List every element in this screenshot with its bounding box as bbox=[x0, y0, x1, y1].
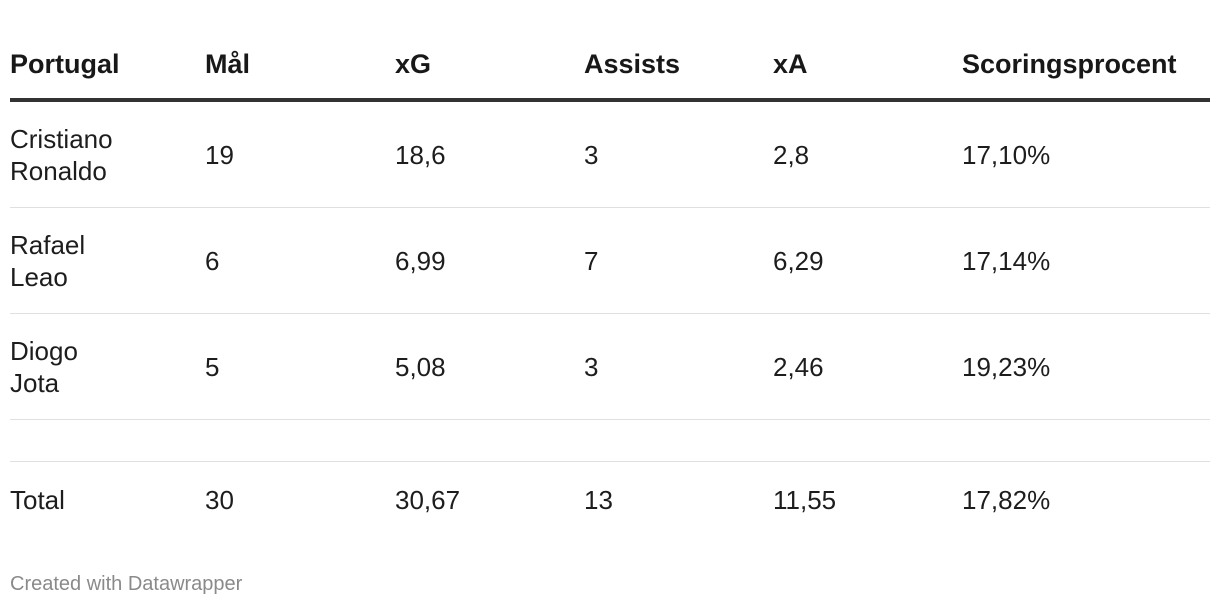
assists-cell: 3 bbox=[584, 351, 599, 382]
player-name-cell: Diogo Jota bbox=[10, 335, 78, 398]
column-header[interactable]: xG bbox=[395, 49, 432, 79]
xg-cell: 6,99 bbox=[395, 245, 446, 276]
column-header[interactable]: Portugal bbox=[10, 49, 120, 79]
total-goals-cell: 30 bbox=[205, 484, 234, 515]
goals-cell: 19 bbox=[205, 139, 234, 170]
total-xa-cell: 11,55 bbox=[773, 484, 837, 515]
player-name-cell: Cristiano Ronaldo bbox=[10, 123, 113, 186]
goals-cell: 5 bbox=[205, 351, 220, 382]
scoring-percent-cell: 19,23% bbox=[962, 351, 1051, 382]
assists-cell: 3 bbox=[584, 139, 599, 170]
xa-cell: 6,29 bbox=[773, 245, 824, 276]
table-row: Rafael Leao 6 6,99 7 6,29 17,14% bbox=[10, 208, 1210, 314]
data-table: Portugal Mål xG Assists xA Scoringsproce… bbox=[10, 0, 1210, 537]
total-label: Total bbox=[10, 484, 65, 515]
column-header[interactable]: Mål bbox=[205, 49, 251, 79]
xg-cell: 18,6 bbox=[395, 139, 446, 170]
table-row: Diogo Jota 5 5,08 3 2,46 19,23% bbox=[10, 314, 1210, 420]
scoring-percent-cell: 17,14% bbox=[962, 245, 1051, 276]
xa-cell: 2,8 bbox=[773, 139, 810, 170]
scoring-percent-cell: 17,10% bbox=[962, 139, 1051, 170]
table-header-row: Portugal Mål xG Assists xA Scoringsproce… bbox=[10, 0, 1210, 102]
assists-cell: 7 bbox=[584, 245, 599, 276]
table-row: Cristiano Ronaldo 19 18,6 3 2,8 17,10% bbox=[10, 102, 1210, 208]
column-header[interactable]: xA bbox=[773, 49, 808, 79]
player-name-cell: Rafael Leao bbox=[10, 229, 86, 292]
column-header[interactable]: Assists bbox=[584, 49, 681, 79]
total-assists-cell: 13 bbox=[584, 484, 613, 515]
xg-cell: 5,08 bbox=[395, 351, 446, 382]
total-xg-cell: 30,67 bbox=[395, 484, 461, 515]
datawrapper-credit[interactable]: Created with Datawrapper bbox=[10, 573, 243, 595]
xa-cell: 2,46 bbox=[773, 351, 824, 382]
goals-cell: 6 bbox=[205, 245, 220, 276]
empty-row bbox=[10, 420, 1210, 462]
total-row: Total 30 30,67 13 11,55 17,82% bbox=[10, 462, 1210, 537]
total-scoring-percent-cell: 17,82% bbox=[962, 484, 1051, 515]
column-header[interactable]: Scoringsprocent bbox=[962, 49, 1177, 79]
